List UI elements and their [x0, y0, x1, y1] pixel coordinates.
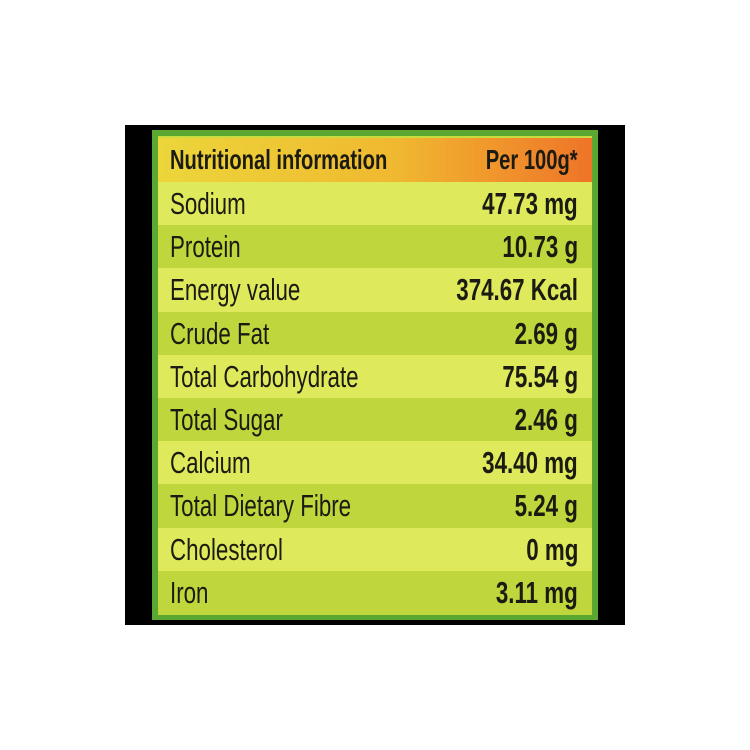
nutrient-value: 0 mg: [525, 531, 578, 567]
nutrient-name: Energy value: [170, 272, 301, 308]
nutrient-value: 2.46 g: [514, 402, 578, 437]
nutrient-value: 47.73 mg: [482, 186, 578, 221]
nutrient-name: Iron: [170, 574, 209, 610]
nutrient-value: 2.69 g: [514, 315, 578, 351]
nutrient-name: Total Carbohydrate: [170, 358, 359, 394]
label-frame: Nutritional information Per 100g* Sodium…: [125, 125, 625, 625]
table-row: Calcium 34.40 mg: [158, 441, 592, 486]
nutrient-name: Crude Fat: [170, 315, 270, 351]
table-row: Total Dietary Fibre 5.24 g: [158, 484, 592, 529]
header-row: Nutritional information Per 100g*: [158, 138, 592, 182]
table-row: Total Sugar 2.46 g: [158, 398, 592, 442]
header-title: Nutritional information: [170, 144, 388, 175]
nutrient-name: Calcium: [170, 445, 251, 481]
nutrient-value: 3.11 mg: [496, 574, 578, 610]
table-row: Sodium 47.73 mg: [158, 182, 592, 226]
nutrition-table: Nutritional information Per 100g* Sodium…: [152, 130, 598, 620]
header-unit: Per 100g*: [486, 144, 578, 175]
nutrient-name: Total Dietary Fibre: [170, 488, 352, 524]
nutrient-value: 75.54 g: [502, 358, 578, 394]
table-row: Protein 10.73 g: [158, 225, 592, 270]
nutrient-value: 10.73 g: [502, 229, 578, 265]
nutrient-value: 34.40 mg: [482, 445, 578, 481]
table-row: Iron 3.11 mg: [158, 570, 592, 615]
nutrient-value: 374.67 Kcal: [456, 272, 578, 308]
table-row: Crude Fat 2.69 g: [158, 311, 592, 356]
nutrient-name: Total Sugar: [170, 402, 283, 437]
nutrient-name: Cholesterol: [170, 531, 283, 567]
nutrient-name: Protein: [170, 229, 241, 265]
table-row: Energy value 374.67 Kcal: [158, 268, 592, 313]
table-row: Cholesterol 0 mg: [158, 527, 592, 572]
table-row: Total Carbohydrate 75.54 g: [158, 354, 592, 399]
nutrient-value: 5.24 g: [514, 488, 578, 524]
nutrient-name: Sodium: [170, 186, 246, 221]
